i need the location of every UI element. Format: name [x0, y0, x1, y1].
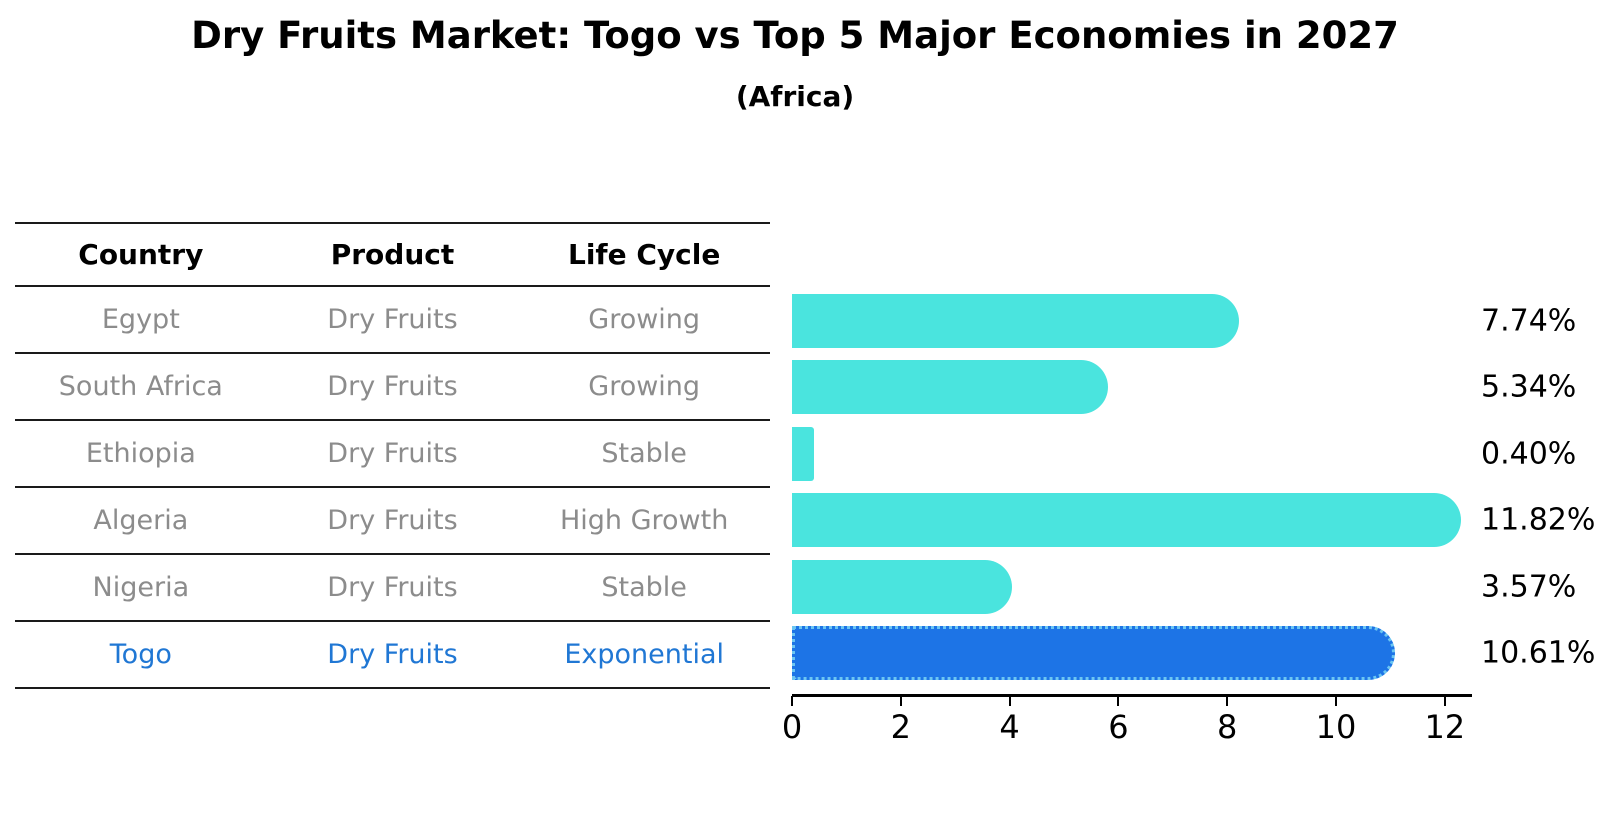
x-axis-tick-label: 2 [890, 708, 911, 746]
comparison-table: Country Product Life Cycle Egypt Dry Fru… [15, 222, 770, 689]
table-row-algeria: Algeria Dry Fruits High Growth [15, 488, 770, 555]
country-cell: South Africa [58, 371, 223, 402]
x-axis-tick [1443, 696, 1446, 706]
chart-title: Dry Fruits Market: Togo vs Top 5 Major E… [191, 14, 1399, 57]
bar-algeria [792, 493, 1461, 548]
x-axis-tick-label: 6 [1108, 708, 1129, 746]
x-axis-tick [1335, 696, 1337, 706]
product-cell: Dry Fruits [327, 505, 458, 536]
bar-nigeria [792, 559, 1013, 614]
product-cell: Dry Fruits [327, 371, 458, 402]
life-cycle-cell: Stable [601, 572, 687, 603]
x-axis-tick-label: 12 [1424, 708, 1466, 746]
value-label-nigeria: 3.57% [1481, 569, 1577, 605]
product-cell: Dry Fruits [327, 438, 458, 469]
bar-ethiopia [792, 426, 814, 481]
life-cycle-cell: Growing [588, 371, 701, 402]
table-header-row: Country Product Life Cycle [15, 222, 770, 287]
x-axis-tick-label: 4 [999, 708, 1020, 746]
table-row-togo: Togo Dry Fruits Exponential [15, 622, 770, 689]
country-cell: Ethiopia [85, 438, 196, 469]
table-row-ethiopia: Ethiopia Dry Fruits Stable [15, 421, 770, 488]
x-axis-line [792, 694, 1472, 697]
value-label-ethiopia: 0.40% [1481, 436, 1577, 472]
life-cycle-cell: Growing [588, 304, 701, 335]
x-axis-tick-label: 10 [1315, 708, 1357, 746]
x-axis-tick [1008, 696, 1011, 706]
table-row-nigeria: Nigeria Dry Fruits Stable [15, 555, 770, 622]
product-cell: Dry Fruits [327, 304, 458, 335]
country-cell: Togo [109, 639, 172, 670]
value-label-togo: 10.61% [1481, 635, 1596, 671]
life-cycle-cell: Stable [601, 438, 687, 469]
value-label-algeria: 11.82% [1481, 502, 1596, 538]
x-axis-tick [899, 696, 902, 706]
bar-togo [792, 626, 1396, 680]
value-label-south-africa: 5.34% [1481, 369, 1577, 405]
chart-subtitle: (Africa) [735, 80, 855, 113]
x-axis-tick [1226, 696, 1229, 706]
column-header-product: Product [330, 238, 455, 271]
table-row-south-africa: South Africa Dry Fruits Growing [15, 354, 770, 421]
x-axis-tick-label: 8 [1217, 708, 1238, 746]
country-cell: Egypt [101, 304, 180, 335]
bar-egypt [792, 294, 1240, 348]
column-header-country: Country [78, 238, 204, 271]
column-header-life-cycle: Life Cycle [567, 238, 721, 271]
country-cell: Algeria [93, 505, 189, 536]
product-cell: Dry Fruits [327, 639, 458, 670]
x-axis-tick-label: 0 [781, 708, 803, 746]
product-cell: Dry Fruits [327, 572, 458, 603]
bar-south-africa [792, 360, 1109, 415]
table-row-egypt: Egypt Dry Fruits Growing [15, 287, 770, 354]
country-cell: Nigeria [92, 572, 190, 603]
life-cycle-cell: Exponential [564, 639, 724, 670]
life-cycle-cell: High Growth [559, 505, 729, 536]
value-label-egypt: 7.74% [1481, 303, 1577, 339]
x-axis-tick [1117, 696, 1120, 706]
x-axis-tick [791, 696, 793, 706]
